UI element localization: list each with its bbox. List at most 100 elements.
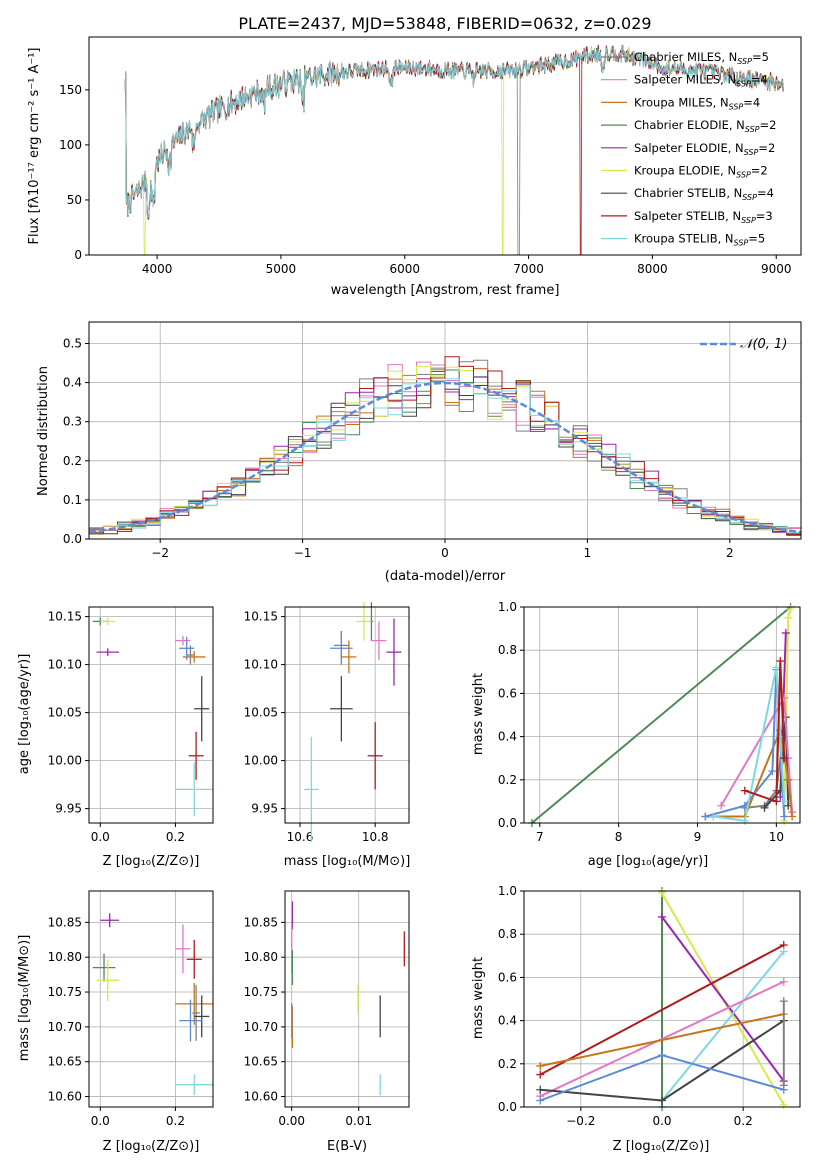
x-tick-label: 7 [536, 830, 544, 844]
y-tick-label: 9.95 [55, 802, 82, 816]
y-tick-label: 0.5 [63, 337, 82, 351]
y-tick-label: 0.1 [63, 493, 82, 507]
mass-vs-Z-plot-area: 0.0 0.2 10.60 10.65 10.70 10.75 10.80 10.85 [48, 890, 214, 1128]
mass-vs-Z-x-label: Z [log₁₀(Z/Z⊙)] [103, 1139, 200, 1154]
y-tick-label: 9.95 [251, 802, 278, 816]
y-tick-label: 10.80 [244, 950, 278, 964]
x-tick-label: 10 [769, 830, 784, 844]
weight-marker [768, 767, 777, 776]
weight-marker [784, 613, 793, 622]
x-tick-label: 1 [584, 546, 592, 560]
spectrum-x-label: wavelength [Angstrom, rest frame] [331, 283, 560, 298]
axes-frame [88, 321, 802, 540]
mass-vs-EBV-plot-area: 0.00 0.01 10.60 10.65 10.70 10.75 10.80 10.85 [244, 890, 410, 1128]
weight-marker [779, 977, 788, 986]
weight-marker [536, 1085, 545, 1094]
legend-label-7: Salpeter STELIB, NSSP=3 [634, 209, 773, 225]
mass-vs-EBV-x-label: E(B-V) [327, 1139, 367, 1154]
weight-line-5 [539, 980, 785, 1098]
weight-marker [779, 997, 788, 1006]
y-tick-label: 0.3 [63, 415, 82, 429]
weight-marker [658, 1096, 666, 1105]
mass-weight-vs-Z-plot-area: −0.2 0.0 0.2 0.0 0.2 0.4 0.6 0.8 1.0 [498, 884, 801, 1128]
x-tick-label: 5000 [266, 262, 297, 276]
x-tick-label: −1 [294, 546, 312, 560]
histogram-x-label: (data-model)/error [385, 569, 506, 584]
axes-frame [284, 890, 410, 1108]
x-tick-label: 9000 [761, 262, 792, 276]
y-tick-label: 0.4 [498, 730, 517, 744]
y-tick-label: 0.6 [498, 686, 517, 700]
y-tick-label: 150 [59, 83, 82, 97]
legend-label-6: Chabrier STELIB, NSSP=4 [634, 186, 774, 202]
residual-histogram-panel: −2 −1 0 1 2 0.0 0.1 0.2 0.3 0.4 0.5 (data-model)/e… [36, 321, 802, 584]
weight-marker [658, 889, 666, 898]
mass-weight-vs-age-x-label: age [log₁₀(age/yr)] [588, 854, 709, 869]
y-tick-label: 10.70 [48, 1020, 82, 1034]
x-tick-label: 10.8 [362, 830, 389, 844]
age-vs-Z-plot-area: 0.0 0.2 9.95 10.00 10.05 10.10 10.15 [48, 606, 214, 844]
y-tick-label: 10.05 [48, 706, 82, 720]
age-vs-mass-x-label: mass [log₁₀(M/M⊙)] [284, 854, 411, 869]
age-vs-mass-panel: 10.6 10.8 9.95 10.00 10.05 10.10 10.15 mass [l… [244, 602, 411, 869]
x-tick-label: 0.2 [166, 830, 185, 844]
spectrum-y-label: Flux [fλ10⁻¹⁷ erg cm⁻² s⁻¹ A⁻¹] [27, 48, 42, 245]
weight-marker [788, 812, 797, 821]
y-tick-label: 10.80 [48, 950, 82, 964]
weight-line-0 [531, 607, 792, 823]
x-tick-label: 0.0 [91, 1114, 110, 1128]
age-vs-mass-plot-area: 10.6 10.8 9.95 10.00 10.05 10.10 10.15 [244, 602, 410, 844]
weight-marker [784, 775, 793, 784]
y-tick-label: 50 [67, 193, 82, 207]
weight-marker [740, 816, 749, 825]
axes-frame [88, 606, 214, 824]
weight-marker [717, 801, 726, 810]
histogram-step-0 [89, 359, 801, 536]
x-tick-label: 9 [694, 830, 702, 844]
weight-marker [658, 912, 666, 921]
mass-weight-vs-Z-y-label: mass weight [471, 957, 486, 1039]
age-vs-Z-y-label: age [log₁₀(age/yr)] [17, 654, 32, 775]
x-tick-label: 0.2 [734, 1114, 753, 1128]
y-tick-label: 0.8 [498, 927, 517, 941]
y-tick-label: 0.2 [498, 1057, 517, 1071]
y-tick-label: 0.0 [498, 816, 517, 830]
legend-label-8: Kroupa STELIB, NSSP=5 [634, 232, 765, 248]
x-tick-label: 8 [615, 830, 623, 844]
y-tick-label: 100 [59, 138, 82, 152]
y-tick-label: 10.10 [48, 658, 82, 672]
weight-line-9 [744, 660, 786, 803]
mass-weight-vs-Z-x-label: Z [log₁₀(Z/Z⊙)] [613, 1139, 710, 1154]
x-tick-label: −0.2 [566, 1114, 595, 1128]
weight-marker [780, 754, 789, 763]
y-tick-label: 10.75 [244, 985, 278, 999]
y-tick-label: 0 [74, 248, 82, 262]
weight-marker [772, 663, 781, 672]
histogram-plot-area: −2 −1 0 1 2 0.0 0.1 0.2 0.3 0.4 0.5 [63, 321, 802, 560]
weight-line-3 [539, 944, 785, 1076]
weight-marker [701, 812, 710, 821]
y-tick-label: 10.85 [48, 915, 82, 929]
age-vs-Z-x-label: Z [log₁₀(Z/Z⊙)] [103, 854, 200, 869]
weight-marker [776, 657, 785, 665]
spectrum-panel: PLATE=2437, MJD=53848, FIBERID=0632, z=0… [27, 14, 802, 298]
y-tick-label: 1.0 [498, 884, 517, 898]
x-tick-label: 0 [441, 546, 449, 560]
y-tick-label: 1.0 [498, 600, 517, 614]
y-tick-label: 0.8 [498, 643, 517, 657]
weight-marker [779, 1100, 788, 1109]
histogram-y-label: Normed distribution [36, 366, 51, 496]
y-tick-label: 0.0 [498, 1100, 517, 1114]
weight-marker [536, 1096, 545, 1105]
weight-marker [536, 1061, 545, 1070]
x-tick-label: 10.6 [287, 830, 314, 844]
weight-marker [709, 812, 718, 821]
x-tick-label: 7000 [513, 262, 544, 276]
y-tick-label: 10.65 [244, 1055, 278, 1069]
weight-marker [740, 786, 749, 795]
y-tick-label: 0.2 [63, 454, 82, 468]
weight-line-5 [720, 694, 794, 813]
y-tick-label: 10.05 [244, 706, 278, 720]
y-tick-label: 10.60 [244, 1090, 278, 1104]
y-tick-label: 10.10 [244, 658, 278, 672]
